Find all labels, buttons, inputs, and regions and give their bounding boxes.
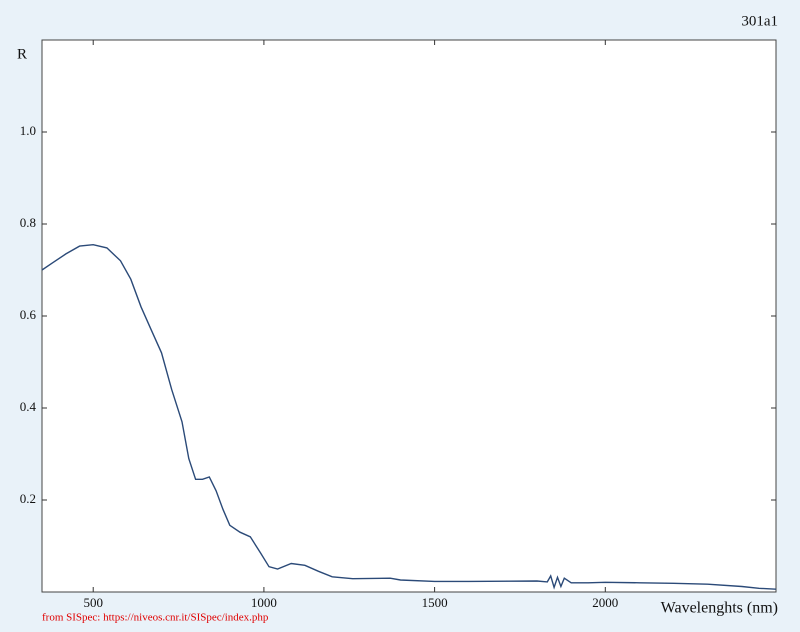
x-axis-label: Wavelenghts (nm) xyxy=(661,600,778,617)
y-tick-label: 0.4 xyxy=(20,399,37,414)
y-tick-label: 1.0 xyxy=(20,123,36,138)
x-tick-label: 500 xyxy=(83,595,103,610)
data-line xyxy=(41,243,777,590)
chart-title: 301a1 xyxy=(741,13,778,29)
y-tick-label: 0.8 xyxy=(20,215,36,230)
x-tick-label: 2000 xyxy=(592,595,618,610)
plot-area xyxy=(41,39,777,593)
x-tick-label: 1500 xyxy=(422,595,448,610)
y-axis-label: R xyxy=(17,46,27,62)
y-tick-label: 0.2 xyxy=(20,491,36,506)
x-tick-label: 1000 xyxy=(251,595,277,610)
y-tick-label: 0.6 xyxy=(20,307,37,322)
source-note: from SISpec: https://niveos.cnr.it/SISpe… xyxy=(42,612,269,624)
